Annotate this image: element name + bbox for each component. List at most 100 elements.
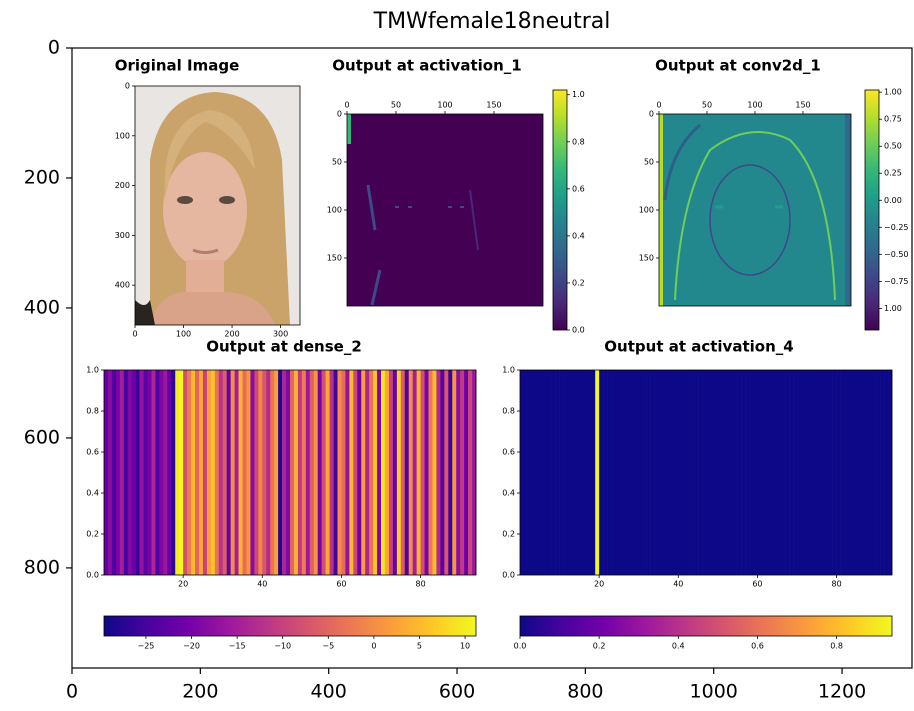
heat-stripe — [674, 370, 679, 575]
colorbar-tick-label: 0.8 — [572, 137, 585, 146]
heat-stripe — [797, 370, 802, 575]
y-tick-label: 100 — [115, 131, 130, 140]
heat-stripe — [214, 370, 220, 575]
colorbar-tick-label: 0.4 — [672, 642, 685, 651]
y-tick-label: 0 — [649, 110, 654, 119]
x-tick-label: 0 — [132, 330, 137, 339]
heat-stripe — [369, 370, 374, 575]
heat-stripe — [523, 370, 529, 575]
heat-stripe — [733, 370, 738, 575]
colorbar-tick-label: −15 — [229, 642, 246, 651]
heat-stripe — [555, 370, 560, 575]
heat-stripe — [769, 370, 774, 575]
heat-stripe — [361, 370, 366, 575]
heat-stripe — [293, 370, 299, 575]
heat-stripe — [226, 370, 231, 575]
heat-stripe — [642, 370, 647, 575]
x-tick-label: 200 — [182, 681, 218, 703]
heat-stripe — [183, 370, 188, 575]
heat-stripe — [198, 370, 204, 575]
colorbar — [864, 89, 880, 331]
colorbar-tick-label: 0.00 — [884, 196, 902, 205]
panel-title: Output at activation_4 — [604, 338, 793, 356]
y-tick-label: 400 — [24, 296, 60, 318]
heat-stripe — [725, 370, 731, 575]
heat-stripe — [804, 370, 810, 575]
heat-stripe — [864, 370, 869, 575]
heat-stripe — [836, 370, 841, 575]
heat-stripe — [436, 370, 441, 575]
heat-stripe — [107, 370, 113, 575]
colorbar-tick-label: 0.2 — [572, 278, 585, 287]
heat-stripe — [357, 370, 362, 575]
colorbar-tick-label: 0.2 — [593, 642, 606, 651]
heat-stripe — [670, 370, 675, 575]
heat-stripe — [353, 370, 358, 575]
y-tick-label: 200 — [24, 166, 60, 188]
heat-stripe — [317, 370, 322, 575]
y-tick-label: 0.6 — [502, 448, 515, 457]
x-tick-label: 50 — [391, 101, 401, 110]
heat-stripe — [694, 370, 699, 575]
heat-stripe — [599, 370, 604, 575]
heat-stripe — [773, 370, 778, 575]
heat-stripe — [143, 370, 148, 575]
heat-stripe — [551, 370, 556, 575]
y-tick-label: 0.0 — [502, 571, 515, 580]
heat-stripe — [444, 370, 449, 575]
colorbar-tick-label: 1.00 — [884, 88, 902, 97]
y-tick-label: 0.8 — [502, 407, 515, 416]
heat-stripe — [749, 370, 754, 575]
heat-stripe — [381, 370, 386, 575]
heat-stripe — [698, 370, 703, 575]
heat-stripe — [115, 370, 121, 575]
heat-stripe — [163, 370, 168, 575]
y-tick-label: 0 — [337, 110, 342, 119]
heat-stripe — [611, 370, 616, 575]
heat-stripe — [384, 370, 390, 575]
y-tick-label: 0 — [48, 37, 60, 59]
heat-stripe — [329, 370, 334, 575]
heat-stripe — [686, 370, 691, 575]
colorbar-tick-label: −20 — [183, 642, 200, 651]
x-tick-label: 300 — [273, 330, 288, 339]
heat-stripe — [876, 370, 881, 575]
heat-stripe — [286, 370, 291, 575]
x-tick-label: 100 — [176, 330, 191, 339]
x-tick-label: 1000 — [690, 681, 738, 703]
heat-stripe — [440, 370, 445, 575]
heat-stripe — [880, 370, 885, 575]
heat-stripe — [234, 370, 239, 575]
heat-stripe — [872, 370, 877, 575]
heat-stripe — [373, 370, 378, 575]
heat-stripe — [543, 370, 549, 575]
heat-stripe — [290, 370, 295, 575]
colorbar-tick-label: −0.50 — [884, 250, 909, 259]
heat-stripe — [266, 370, 271, 575]
heat-stripe — [658, 370, 663, 575]
colorbar-tick-label: 0 — [371, 642, 376, 651]
heat-stripe — [626, 370, 632, 575]
heat-stripe — [630, 370, 636, 575]
heat-stripe — [377, 370, 382, 575]
heat-stripe — [789, 370, 794, 575]
colorbar — [103, 615, 477, 637]
heat-stripe — [238, 370, 243, 575]
heat-stripe — [575, 370, 580, 575]
heat-stripe — [812, 370, 818, 575]
heat-stripe — [682, 370, 687, 575]
heat-stripe — [270, 370, 275, 575]
heat-stripe — [761, 370, 766, 575]
heat-stripe — [832, 370, 837, 575]
heat-stripe — [785, 370, 790, 575]
y-tick-label: 50 — [332, 158, 342, 167]
x-tick-label: 600 — [439, 681, 475, 703]
heat-stripe — [741, 370, 746, 575]
colorbar-tick-label: 0.0 — [514, 642, 527, 651]
heat-stripe — [175, 370, 180, 575]
x-tick-label: 20 — [594, 580, 604, 589]
heat-stripe — [341, 370, 346, 575]
heat-stripe — [155, 370, 160, 575]
